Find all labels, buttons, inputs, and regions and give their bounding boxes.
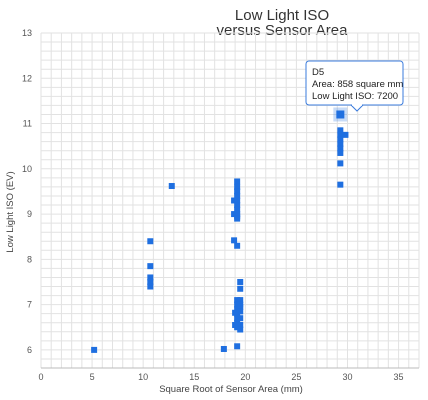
data-point[interactable]	[234, 301, 241, 308]
x-tick-label: 30	[342, 372, 352, 382]
data-point[interactable]	[237, 315, 244, 322]
data-point[interactable]	[237, 326, 244, 333]
data-point[interactable]	[231, 211, 238, 218]
grid-lines	[40, 32, 420, 369]
chart-title: Low Light ISO	[235, 7, 329, 24]
data-point[interactable]	[337, 149, 344, 156]
data-point[interactable]	[147, 278, 154, 285]
x-tick-label: 10	[138, 372, 148, 382]
tooltip-area: Area: 858 square mm	[312, 79, 403, 90]
data-point[interactable]	[232, 309, 239, 316]
data-point[interactable]	[234, 183, 241, 190]
y-tick-label: 11	[23, 119, 32, 129]
data-point[interactable]	[234, 192, 241, 199]
data-point[interactable]	[147, 238, 154, 245]
data-point[interactable]	[342, 131, 349, 138]
data-point[interactable]	[237, 297, 244, 304]
data-point[interactable]	[337, 140, 344, 147]
data-point[interactable]	[337, 127, 344, 134]
data-point[interactable]	[234, 202, 241, 209]
data-point[interactable]	[337, 136, 344, 143]
x-tick-label: 20	[240, 372, 250, 382]
y-axis-label: Low Light ISO (EV)	[5, 171, 16, 252]
tooltip: D5 Area: 858 square mm Low Light ISO: 72…	[305, 60, 404, 112]
data-point[interactable]	[231, 197, 238, 204]
x-tick-label: 0	[38, 372, 43, 382]
data-point[interactable]	[234, 297, 241, 304]
y-tick-label: 10	[22, 164, 32, 174]
data-point[interactable]	[337, 181, 344, 188]
x-tick-label: 25	[291, 372, 301, 382]
chart-subtitle: versus Sensor Area	[217, 22, 349, 39]
tooltip-name: D5	[312, 67, 324, 78]
y-tick-label: 9	[27, 209, 32, 219]
data-point[interactable]	[237, 321, 244, 328]
data-point[interactable]	[147, 283, 154, 290]
y-axis-ticks: 6 7 8 9 10 11 12 13	[22, 28, 32, 355]
y-tick-label: 7	[27, 300, 32, 310]
data-point[interactable]	[91, 346, 98, 353]
highlighted-data-point[interactable]	[336, 110, 345, 119]
y-tick-label: 6	[27, 345, 32, 355]
x-axis-label: Square Root of Sensor Area (mm)	[159, 384, 303, 395]
data-point[interactable]	[237, 278, 244, 285]
data-point[interactable]	[237, 303, 244, 310]
x-tick-label: 35	[394, 372, 404, 382]
data-point[interactable]	[234, 215, 241, 222]
data-point[interactable]	[234, 315, 241, 322]
data-point[interactable]	[337, 131, 344, 138]
data-point[interactable]	[147, 274, 154, 281]
y-tick-label: 12	[22, 73, 32, 83]
data-point[interactable]	[234, 197, 241, 204]
data-points	[91, 107, 349, 353]
data-point[interactable]	[147, 263, 154, 270]
data-point[interactable]	[168, 183, 175, 190]
y-tick-label: 8	[27, 254, 32, 264]
data-point[interactable]	[237, 285, 244, 292]
data-point[interactable]	[337, 145, 344, 152]
data-point[interactable]	[234, 306, 241, 313]
data-point[interactable]	[234, 206, 241, 213]
tooltip-iso: Low Light ISO: 7200	[312, 91, 398, 102]
data-point[interactable]	[237, 308, 244, 315]
data-point[interactable]	[234, 343, 241, 350]
data-point[interactable]	[234, 178, 241, 185]
x-tick-label: 15	[189, 372, 199, 382]
data-point[interactable]	[232, 321, 239, 328]
data-point[interactable]	[337, 160, 344, 167]
data-point[interactable]	[220, 345, 227, 352]
tooltip-pointer	[349, 104, 365, 112]
data-point[interactable]	[231, 237, 238, 244]
y-tick-label: 13	[22, 28, 32, 38]
data-point[interactable]	[234, 188, 241, 195]
x-tick-label: 5	[90, 372, 95, 382]
x-axis-ticks: 0 5 10 15 20 25 30 35	[38, 372, 403, 382]
data-point[interactable]	[234, 242, 241, 249]
